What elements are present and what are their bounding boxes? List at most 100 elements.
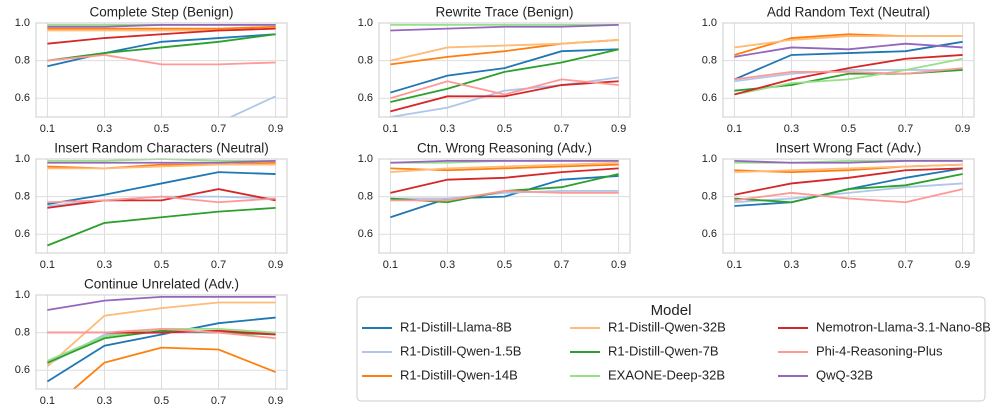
x-tick-label: 0.3 <box>97 259 112 271</box>
lines <box>734 159 963 207</box>
x-tick-label: 0.3 <box>97 123 112 135</box>
y-tick-label: 0.6 <box>15 228 30 240</box>
panel: Ctn. Wrong Reasoning (Adv.) 0.1 0.3 0.5 0.7 0… <box>358 141 631 271</box>
x-tick-label: 0.1 <box>383 123 398 135</box>
panel: Insert Random Characters (Neutral) 0.1 0.3… <box>15 141 288 271</box>
lines <box>390 159 619 219</box>
legend-label: R1-Distill-Qwen-32B <box>608 319 726 334</box>
series-line <box>47 33 276 62</box>
series-line <box>47 25 276 30</box>
x-tick-label: 0.5 <box>154 259 169 271</box>
series-line <box>47 188 276 209</box>
panel: Add Random Text (Neutral) 0.1 0.3 0.5 0.7 0.9… <box>702 5 975 135</box>
x-tick-label: 0.7 <box>554 259 569 271</box>
series-line <box>47 195 276 204</box>
series-line <box>47 327 276 340</box>
series-line <box>47 206 276 247</box>
series-line <box>390 48 619 94</box>
x-tick-label: 0.1 <box>40 259 55 271</box>
x-tick-label: 0.1 <box>727 259 742 271</box>
series-line <box>734 163 963 174</box>
series-line <box>390 48 619 103</box>
series-line <box>734 69 963 83</box>
panel: Rewrite Trace (Benign) 0.1 0.3 0.5 0.7 0.9 0.6… <box>358 5 631 135</box>
legend-label: R1-Distill-Qwen-14B <box>400 367 518 382</box>
series-line <box>47 54 276 66</box>
y-tick-label: 0.8 <box>15 191 30 203</box>
legend-label: R1-Distill-Llama-8B <box>400 319 512 334</box>
panel-title: Add Random Text (Neutral) <box>767 5 930 20</box>
x-tick-label: 0.1 <box>40 395 55 407</box>
series-line <box>734 182 963 204</box>
series-line <box>390 161 619 174</box>
x-tick-label: 0.9 <box>268 395 283 407</box>
x-tick-label: 0.5 <box>154 395 169 407</box>
y-tick-label: 1.0 <box>358 153 373 165</box>
series-line <box>228 95 276 117</box>
panel: Insert Wrong Fact (Adv.) 0.1 0.3 0.5 0.7 0.9 0… <box>702 141 975 271</box>
series-line <box>46 316 276 383</box>
axes-frame <box>35 294 288 390</box>
y-tick-label: 0.6 <box>702 228 717 240</box>
legend-label: Phi-4-Reasoning-Plus <box>816 343 943 358</box>
series-line <box>47 159 276 164</box>
legend-label: Nemotron-Llama-3.1-Nano-8B <box>816 319 991 334</box>
panel-title: Complete Step (Benign) <box>89 5 233 20</box>
panel: Complete Step (Benign) 0.1 0.3 0.5 0.7 0.9 0.6… <box>15 5 288 135</box>
panel-title: Insert Random Characters (Neutral) <box>54 141 269 156</box>
axes-frame <box>722 22 975 118</box>
series-line <box>390 175 619 219</box>
series-line <box>47 23 276 28</box>
x-tick-label: 0.7 <box>211 395 226 407</box>
legend-label: QwQ-32B <box>816 367 873 382</box>
series-line <box>47 27 276 45</box>
x-tick-label: 0.1 <box>727 123 742 135</box>
y-tick-label: 1.0 <box>15 289 30 301</box>
series-line <box>734 42 963 58</box>
y-tick-label: 0.8 <box>15 327 30 339</box>
series-line <box>734 159 963 164</box>
lines <box>46 295 276 389</box>
x-tick-label: 0.5 <box>154 123 169 135</box>
series-line <box>734 54 963 96</box>
series-line <box>734 40 963 81</box>
series-line <box>47 163 276 170</box>
legend-label: R1-Distill-Qwen-7B <box>608 343 719 358</box>
series-line <box>734 167 963 196</box>
y-tick-label: 0.6 <box>358 92 373 104</box>
axes-frame <box>378 22 631 118</box>
x-tick-label: 0.1 <box>40 123 55 135</box>
series-line <box>47 171 276 206</box>
x-tick-label: 0.3 <box>97 395 112 407</box>
x-tick-label: 0.9 <box>955 259 970 271</box>
series-line <box>734 57 963 96</box>
y-tick-label: 0.8 <box>358 191 373 203</box>
series-line <box>390 23 619 32</box>
legend-title: Model <box>651 302 692 319</box>
x-tick-label: 0.9 <box>611 259 626 271</box>
y-tick-label: 0.6 <box>15 92 30 104</box>
series-line <box>390 80 619 113</box>
y-tick-label: 0.6 <box>702 92 717 104</box>
y-tick-label: 1.0 <box>702 17 717 29</box>
x-tick-label: 0.5 <box>841 259 856 271</box>
series-line <box>390 78 619 100</box>
x-tick-label: 0.7 <box>211 123 226 135</box>
y-tick-label: 1.0 <box>15 17 30 29</box>
series-line <box>390 190 619 202</box>
series-line <box>47 329 276 364</box>
x-tick-label: 0.3 <box>784 123 799 135</box>
y-tick-label: 0.8 <box>15 55 30 67</box>
y-tick-label: 1.0 <box>15 153 30 165</box>
x-tick-label: 0.5 <box>497 123 512 135</box>
x-tick-label: 0.7 <box>554 123 569 135</box>
series-line <box>734 188 963 204</box>
x-tick-label: 0.7 <box>211 259 226 271</box>
y-tick-label: 0.6 <box>358 228 373 240</box>
legend-label: R1-Distill-Qwen-1.5B <box>400 343 521 358</box>
x-tick-label: 0.1 <box>383 259 398 271</box>
y-tick-label: 1.0 <box>358 17 373 29</box>
lines <box>47 23 276 117</box>
panel-title: Ctn. Wrong Reasoning (Adv.) <box>417 141 592 156</box>
